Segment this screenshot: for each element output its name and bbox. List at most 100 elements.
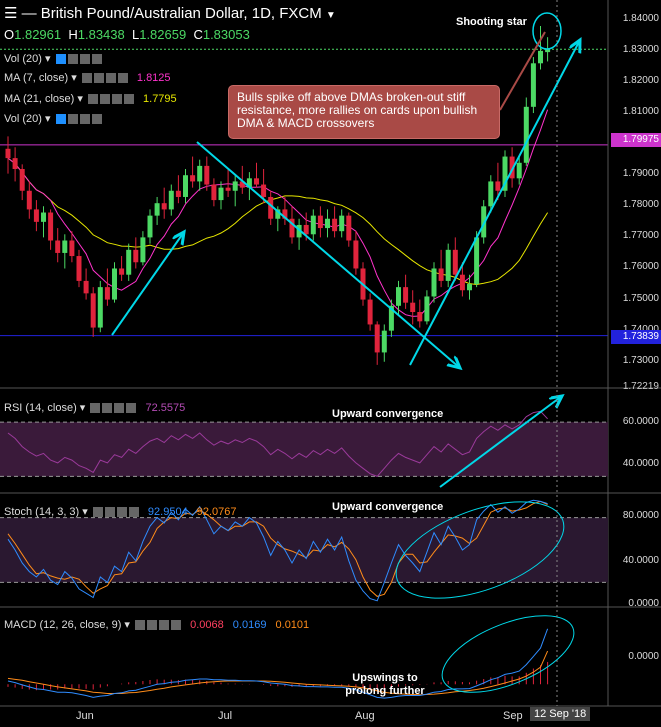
eye-icon[interactable] <box>87 94 98 105</box>
plus-icon[interactable] <box>79 114 90 125</box>
chevron-down-icon[interactable]: ▼ <box>325 10 336 21</box>
stoch-d-line <box>7 500 548 597</box>
candle-body <box>346 215 352 241</box>
gear-icon[interactable] <box>99 94 110 105</box>
shooting-star-ellipse <box>532 12 562 50</box>
stoch-tick-40: 40.0000 <box>622 555 659 566</box>
gear-icon[interactable] <box>147 620 158 631</box>
rsi-band <box>0 422 608 477</box>
eye-icon[interactable] <box>135 620 146 631</box>
stoch-panel-label[interactable]: Stoch (14, 3, 3) ▾ 92.9504 92.0767 <box>4 506 237 518</box>
candle-body <box>90 293 96 328</box>
indicator-vol-1[interactable]: Vol (20) ▾ <box>4 52 102 65</box>
plus-icon[interactable] <box>159 620 170 631</box>
chart-title[interactable]: British Pound/Australian Dollar, 1D, FXC… <box>40 5 322 22</box>
candle-body <box>12 158 18 169</box>
candle-body <box>168 190 174 210</box>
close-icon[interactable] <box>117 73 128 84</box>
uptrend-arrow-aug <box>409 40 580 366</box>
downtrend-arrow-jul <box>196 141 460 368</box>
stoch-band <box>0 517 608 583</box>
candle-body <box>289 218 295 238</box>
candle-body <box>502 156 508 191</box>
candle-body <box>310 215 316 235</box>
rsi-tick-60: 60.0000 <box>622 416 659 427</box>
plus-icon[interactable] <box>114 403 125 414</box>
close-icon[interactable] <box>126 403 137 414</box>
macd-tick-0: 0.0000 <box>628 651 659 662</box>
plus-icon[interactable] <box>116 507 127 518</box>
collapse-icon[interactable]: — <box>21 5 37 22</box>
candle-body <box>396 287 401 306</box>
callout-pointer <box>499 31 546 111</box>
current-date-flag: 12 Sep '18 <box>530 707 591 721</box>
close-icon[interactable] <box>91 114 102 125</box>
stoch-k-value: 92.9504 <box>147 506 188 518</box>
menu-icon[interactable]: ☰ <box>4 5 18 22</box>
price-tick-label: 1.84000 <box>622 12 659 24</box>
close-icon[interactable] <box>91 54 102 65</box>
price-tick-label: 1.79000 <box>622 168 659 180</box>
candle-body <box>5 148 11 159</box>
uptrend-arrow-jun <box>111 232 184 336</box>
close-icon[interactable] <box>171 620 182 631</box>
eye-icon[interactable] <box>92 507 103 518</box>
candle-body <box>19 168 25 191</box>
x-label-jul: Jul <box>218 710 233 722</box>
ma21-line <box>7 157 549 286</box>
close-icon[interactable] <box>128 507 139 518</box>
candle-body <box>133 249 139 263</box>
ohlc-readout: O1.82961 H1.83438 L1.82659 C1.83053 <box>4 27 250 42</box>
price-tick-label: 1.82000 <box>622 74 659 86</box>
indicator-vol-2[interactable]: Vol (20) ▾ <box>4 112 102 125</box>
close-icon[interactable] <box>123 94 134 105</box>
stoch-convergence-label: Upward convergence <box>332 501 444 513</box>
candle-body <box>147 215 153 238</box>
candle-body <box>452 249 458 275</box>
candle-body <box>303 224 309 235</box>
candle-body <box>381 330 387 353</box>
eye-icon[interactable] <box>81 73 92 84</box>
price-tick-label: 1.83000 <box>622 43 659 55</box>
eye-icon[interactable] <box>55 114 66 125</box>
gear-icon[interactable] <box>67 54 78 65</box>
candle-body <box>367 299 373 325</box>
indicator-ma7[interactable]: MA (7, close) ▾ 1.8125 <box>4 72 171 84</box>
plus-icon[interactable] <box>105 73 116 84</box>
candle-body <box>161 203 167 210</box>
candle-body <box>183 175 188 197</box>
candle-body <box>175 190 181 197</box>
plus-icon[interactable] <box>79 54 90 65</box>
close-value: 1.83053 <box>202 27 250 42</box>
candle-body <box>41 212 46 222</box>
rsi-panel-label[interactable]: RSI (14, close) ▾ 72.5575 <box>4 402 186 414</box>
candle-body <box>97 287 103 328</box>
ma7-line <box>7 109 549 317</box>
candle-body <box>126 249 132 275</box>
candle-body <box>445 249 451 281</box>
candle-body <box>154 203 160 216</box>
candle-body <box>339 215 345 232</box>
candle-body <box>83 280 89 294</box>
plus-icon[interactable] <box>111 94 122 105</box>
candle-body <box>239 181 245 188</box>
stoch-tick-0: 0.0000 <box>628 598 659 609</box>
price-tick-label: 1.76000 <box>622 261 659 273</box>
macd-signal-value: 0.0101 <box>275 619 310 631</box>
resistance-price-label: 1.79975 <box>611 133 661 147</box>
gear-icon[interactable] <box>93 73 104 84</box>
rsi-value: 72.5575 <box>145 402 186 414</box>
ma21-value: 1.7795 <box>143 93 177 105</box>
eye-icon[interactable] <box>90 403 101 414</box>
gear-icon[interactable] <box>102 403 113 414</box>
candle-body <box>225 187 231 191</box>
gear-icon[interactable] <box>67 114 78 125</box>
candle-body <box>197 165 203 182</box>
macd-panel-label[interactable]: MACD (12, 26, close, 9) ▾ 0.0068 0.0169 … <box>4 619 310 631</box>
candle-body <box>33 209 39 222</box>
indicator-ma21[interactable]: MA (21, close) ▾ 1.7795 <box>4 93 177 105</box>
eye-icon[interactable] <box>55 54 66 65</box>
candle-body <box>523 106 529 163</box>
gear-icon[interactable] <box>104 507 115 518</box>
